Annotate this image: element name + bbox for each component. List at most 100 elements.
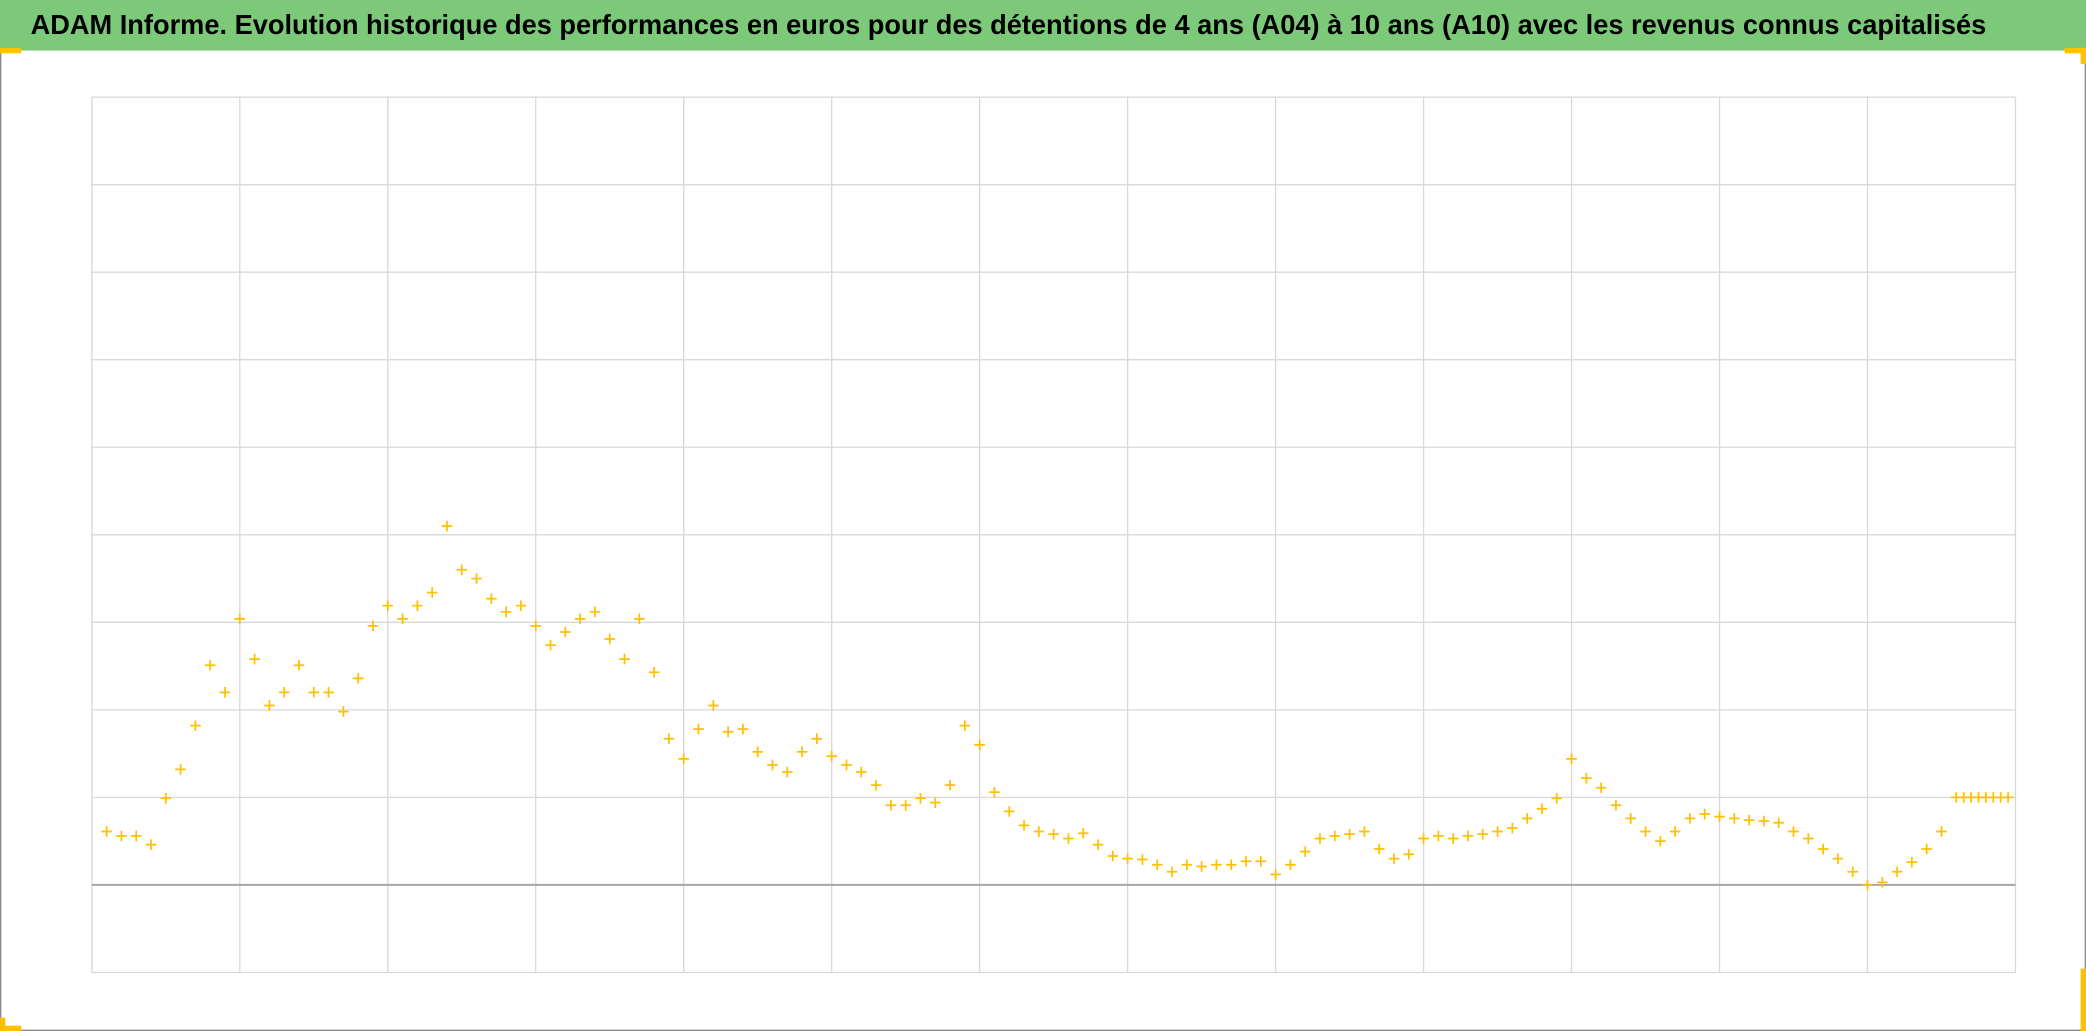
point — [1181, 859, 1193, 871]
point — [234, 613, 246, 625]
point — [1876, 876, 1888, 888]
point — [1048, 828, 1059, 840]
point — [1285, 859, 1296, 871]
point — [530, 620, 542, 632]
point — [974, 739, 985, 751]
point — [1521, 813, 1533, 824]
point — [1166, 866, 1178, 878]
point — [752, 746, 764, 758]
point — [441, 520, 453, 532]
point — [811, 733, 823, 745]
point — [989, 786, 1000, 798]
point — [338, 706, 349, 717]
point — [1581, 772, 1592, 784]
point — [1063, 833, 1074, 844]
point — [1314, 833, 1326, 844]
point — [885, 799, 897, 811]
point — [101, 826, 112, 837]
point — [1373, 843, 1385, 855]
point — [959, 720, 971, 731]
point — [1477, 828, 1489, 840]
point — [456, 564, 468, 576]
point — [855, 766, 867, 778]
point — [204, 659, 216, 671]
point — [560, 626, 571, 638]
point — [826, 750, 838, 762]
point — [160, 792, 172, 804]
point — [145, 839, 157, 850]
point — [1936, 826, 1947, 837]
point — [915, 792, 926, 804]
point — [2002, 792, 2014, 803]
point — [1684, 813, 1696, 824]
point — [1033, 826, 1045, 837]
point — [1196, 861, 1207, 872]
point — [1655, 835, 1666, 847]
point — [1817, 843, 1829, 855]
point — [1669, 826, 1681, 837]
point — [1403, 848, 1415, 860]
point — [1773, 817, 1785, 829]
point — [175, 764, 186, 775]
point — [1492, 826, 1503, 837]
point — [412, 600, 423, 612]
point — [515, 600, 527, 612]
point — [1595, 782, 1607, 794]
point — [619, 653, 630, 665]
point — [944, 779, 956, 791]
point — [1566, 753, 1577, 765]
point — [1536, 803, 1548, 815]
point — [1388, 853, 1400, 864]
point — [1018, 820, 1030, 831]
point — [633, 613, 645, 625]
point — [500, 606, 512, 618]
point — [352, 673, 364, 684]
point — [1788, 826, 1799, 837]
point — [308, 687, 320, 698]
point — [781, 766, 793, 778]
point — [1122, 853, 1133, 864]
point — [264, 700, 275, 711]
point — [249, 653, 260, 665]
point — [1832, 853, 1844, 864]
point — [1847, 866, 1859, 878]
point — [1225, 859, 1237, 871]
point — [707, 700, 719, 711]
point — [1921, 843, 1933, 855]
point — [471, 573, 482, 584]
point — [116, 830, 127, 842]
point — [900, 799, 911, 811]
point — [1255, 855, 1267, 867]
point — [367, 620, 379, 632]
point — [1299, 846, 1311, 857]
point — [870, 779, 882, 791]
point — [1211, 859, 1222, 871]
point — [693, 723, 704, 735]
point — [604, 633, 616, 645]
point — [545, 639, 556, 651]
point — [382, 600, 394, 612]
point — [397, 613, 408, 625]
point — [648, 666, 660, 678]
point — [1507, 822, 1518, 834]
point — [323, 687, 334, 698]
point — [1551, 792, 1563, 804]
title-bar — [0, 0, 2086, 51]
point — [1447, 833, 1459, 844]
point — [130, 830, 142, 842]
point — [293, 659, 305, 671]
point — [1728, 813, 1740, 824]
point — [1802, 833, 1814, 844]
point — [796, 746, 808, 758]
point — [1359, 826, 1370, 837]
point — [1344, 828, 1355, 840]
point — [1462, 830, 1474, 842]
point — [589, 606, 601, 618]
point — [1107, 850, 1119, 862]
point — [1714, 811, 1725, 822]
point — [1610, 799, 1622, 811]
chart-title: ADAM Informe. Evolution historique des p… — [31, 9, 1987, 40]
point — [1625, 813, 1637, 824]
